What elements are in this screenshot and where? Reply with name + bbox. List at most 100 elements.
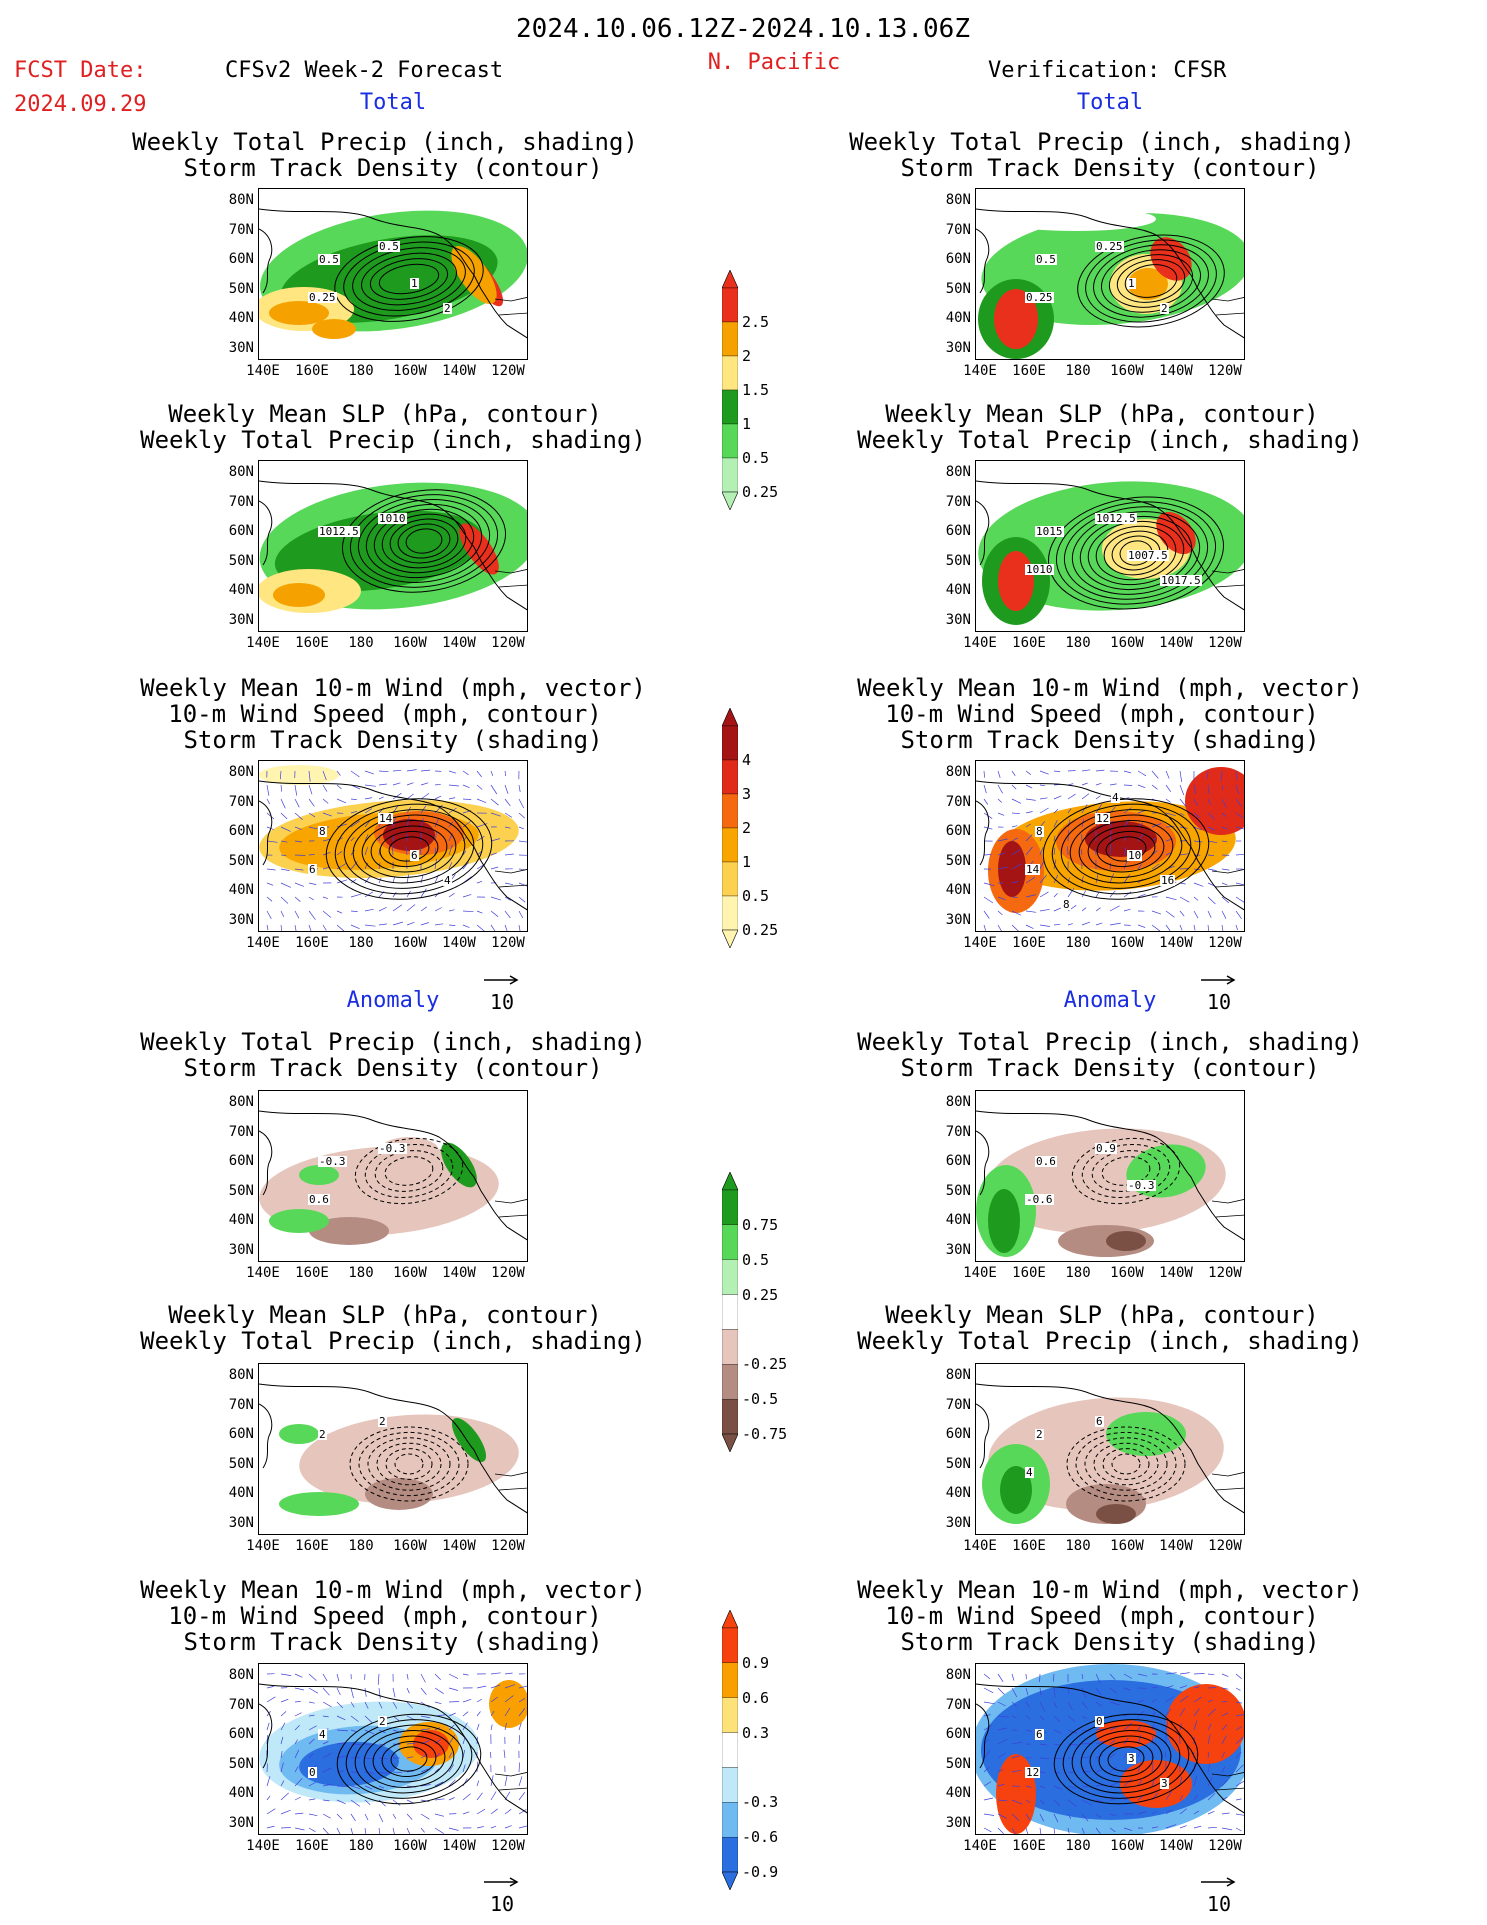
wind-vector <box>308 826 318 830</box>
lon-tick-label: 120W <box>491 1538 525 1554</box>
wind-vector <box>280 1736 284 1745</box>
wind-vector <box>1123 807 1132 814</box>
wind-vector <box>406 1701 413 1709</box>
wind-vector <box>1207 868 1217 871</box>
wind-vector <box>1053 820 1058 828</box>
wind-vector <box>448 844 453 856</box>
wind-vector <box>350 1729 358 1733</box>
map-panel-r3c2: 8 12 14 10 16 8 4 <box>975 760 1245 932</box>
lat-tick-label: 60N <box>945 523 971 539</box>
wind-vector <box>1207 784 1210 794</box>
lon-tick-label: 160E <box>295 635 329 651</box>
wind-vector <box>1179 924 1183 931</box>
lon-tick-label: 160W <box>1110 1838 1144 1854</box>
wind-vector <box>983 910 990 919</box>
wind-vector <box>294 1712 302 1717</box>
slp-contour <box>365 503 483 579</box>
colorbar-segment <box>722 827 738 863</box>
wind-vector <box>378 848 380 856</box>
contour-label: 0 <box>308 1766 317 1779</box>
lat-tick-label: 70N <box>945 493 971 510</box>
contour-label: 0.9 <box>1095 1142 1117 1155</box>
wind-vector <box>1165 852 1171 856</box>
colorbar-cap <box>722 1610 738 1629</box>
contour-label: 2 <box>318 1428 327 1441</box>
wind-vector <box>1207 854 1215 856</box>
wind-vector <box>1207 910 1212 918</box>
wind-vector <box>322 924 327 931</box>
colorbar-segment <box>722 1364 738 1400</box>
wind-vector <box>322 784 328 792</box>
lat-tick-label: 80N <box>228 764 254 780</box>
lat-tick-label: 60N <box>945 1726 971 1742</box>
wind-vector <box>420 1673 426 1683</box>
lat-tick-label: 80N <box>945 464 971 480</box>
wind-vector <box>1179 812 1185 816</box>
speed-contour <box>1096 830 1156 868</box>
wind-vector <box>1011 1741 1023 1745</box>
colorbar-graphic <box>722 708 738 948</box>
lon-tick-label: 140E <box>246 1538 280 1554</box>
wind-vector <box>1095 907 1101 912</box>
wind-vector <box>308 798 315 807</box>
wind-vector <box>1067 1715 1075 1722</box>
wind-vector <box>1165 896 1177 901</box>
wind-vector <box>1039 1715 1045 1721</box>
wind-vector <box>983 784 987 794</box>
coastline <box>976 1403 990 1469</box>
wind-vector <box>406 793 414 800</box>
wind-vector <box>1011 1827 1016 1834</box>
shading-blob <box>451 1417 487 1463</box>
contour-label: 2 <box>1160 302 1169 315</box>
wind-vector <box>294 896 301 902</box>
wind-vector <box>406 1827 411 1834</box>
wind-vector <box>392 792 402 800</box>
colorbar-label: 2 <box>742 347 752 365</box>
wind-vector <box>1235 1751 1242 1759</box>
map-canvas <box>976 1110 1244 1257</box>
wind-vector <box>364 924 376 927</box>
wind-vector <box>1081 793 1090 800</box>
lat-tick-label: 60N <box>945 823 971 839</box>
wind-vector <box>476 1792 483 1801</box>
vector-ref-label: 10 <box>1206 1892 1232 1916</box>
colorbar-label: -0.6 <box>742 1828 779 1847</box>
wind-vector <box>322 1741 329 1745</box>
contour-label: 1017.5 <box>1160 574 1202 587</box>
wind-vector <box>1179 910 1185 917</box>
wind-vector <box>490 1684 501 1689</box>
wind-vector <box>294 1749 300 1759</box>
wind-vector <box>434 1738 442 1745</box>
wind-vector <box>504 784 509 794</box>
lon-tick-label: 160W <box>1110 1265 1144 1281</box>
wind-vector <box>462 894 472 898</box>
wind-vector <box>1137 1751 1141 1759</box>
wind-vector <box>490 910 499 917</box>
wind-vector <box>518 1685 527 1689</box>
shading-blob <box>1106 1231 1146 1251</box>
lat-tick-label: 70N <box>228 1123 254 1140</box>
lon-tick-label: 160E <box>1012 1538 1046 1554</box>
wind-vector <box>490 1791 497 1801</box>
wind-vector <box>1151 910 1162 915</box>
r3c2-title-2: 10-m Wind Speed (mph, contour) <box>885 700 1319 728</box>
wind-vector <box>1207 812 1215 820</box>
wind-vector <box>294 924 297 931</box>
slp-anom-contour <box>1084 1437 1168 1491</box>
lon-tick-label: 120W <box>491 1838 525 1854</box>
wind-vector <box>434 1768 440 1773</box>
wind-vector <box>1011 1715 1017 1719</box>
wind-vector <box>983 1781 992 1787</box>
colorbar-segment <box>722 321 738 357</box>
wind-vector <box>462 910 474 913</box>
wind-vector <box>266 1808 276 1815</box>
wind-vector <box>1067 877 1070 884</box>
shading-blob <box>459 523 499 575</box>
wind-vector <box>1025 894 1037 898</box>
wind-vector <box>490 1672 501 1675</box>
wind-vector <box>1095 892 1099 898</box>
colorbar-segment <box>722 1224 738 1260</box>
wind-vector <box>1095 1769 1103 1773</box>
wind-vector <box>448 770 457 774</box>
wind-vector <box>1123 1778 1132 1787</box>
